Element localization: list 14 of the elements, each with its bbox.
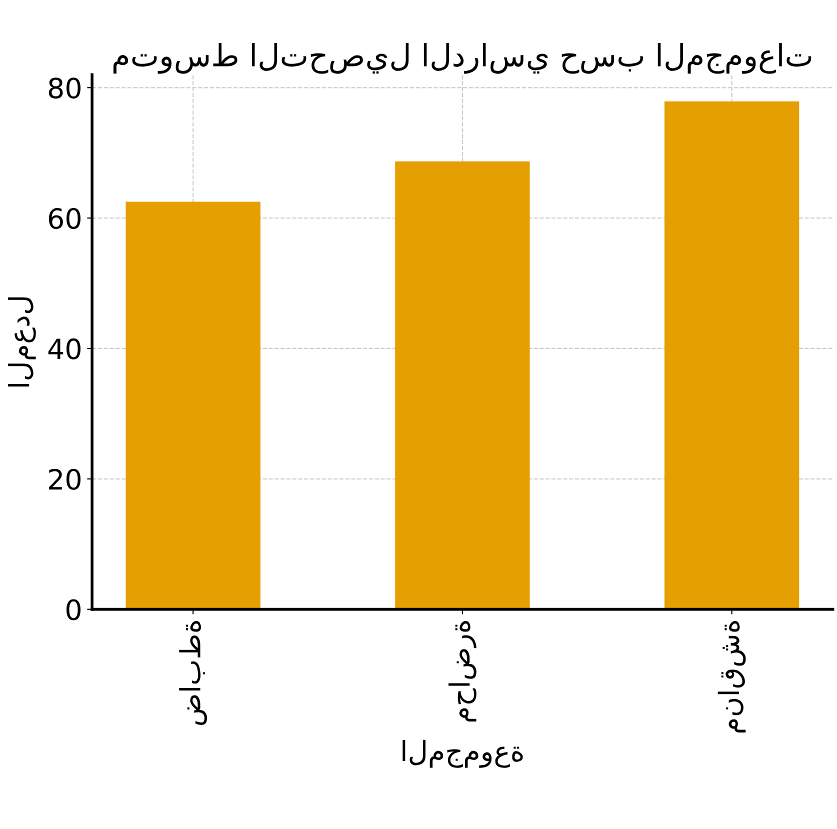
x-tick-label: مناقشة <box>718 621 746 732</box>
bar <box>126 202 260 610</box>
y-tick-label: 40 <box>48 338 81 360</box>
y-tick-label: 60 <box>48 208 81 230</box>
chart-title: متوسط التحصيل الدراسي حسب المجموعات <box>113 43 812 74</box>
x-tick-label: ضابطة <box>179 621 208 725</box>
x-tick-label: محاضرة <box>448 621 476 722</box>
y-axis-title: المعدل <box>8 297 36 386</box>
y-tick-label: 80 <box>48 78 81 99</box>
bar <box>395 161 530 610</box>
y-tick-label: 20 <box>49 468 81 490</box>
x-axis-title: المجموعة <box>402 740 523 768</box>
y-tick-label: 0 <box>66 599 81 620</box>
bar <box>664 101 800 610</box>
